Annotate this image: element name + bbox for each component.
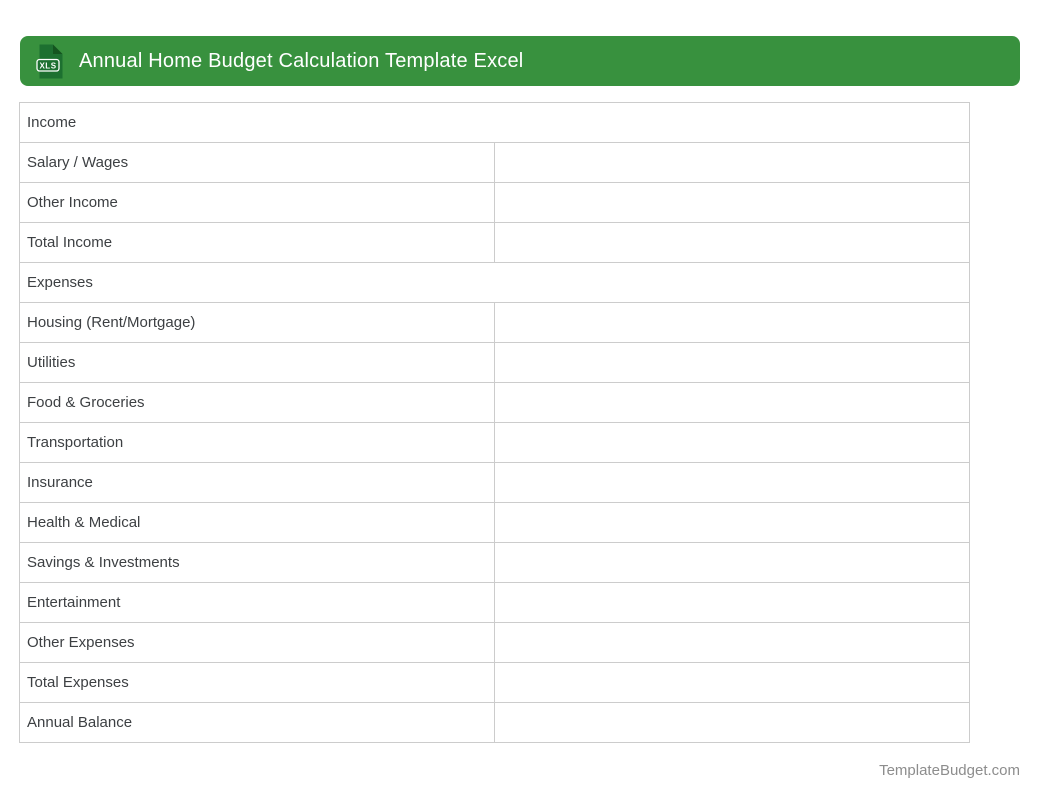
row-value-cell xyxy=(494,542,970,583)
row-label-cell: Food & Groceries xyxy=(19,382,495,423)
table-row-other-income: Other Income xyxy=(19,182,970,223)
table-row-housing: Housing (Rent/Mortgage) xyxy=(19,302,970,343)
row-label-cell: Health & Medical xyxy=(19,502,495,543)
row-value-cell xyxy=(494,662,970,703)
table-row-total-income: Total Income xyxy=(19,222,970,263)
row-label-cell: Expenses xyxy=(19,262,970,303)
file-fold xyxy=(53,44,63,54)
row-value-cell xyxy=(494,342,970,383)
row-label-cell: Transportation xyxy=(19,422,495,463)
table-row-income: Income xyxy=(19,102,970,143)
row-value-cell xyxy=(494,502,970,543)
table-row-other-expenses: Other Expenses xyxy=(19,622,970,663)
row-value-cell xyxy=(494,582,970,623)
table-row-transportation: Transportation xyxy=(19,422,970,463)
table-row-health-medical: Health & Medical xyxy=(19,502,970,543)
row-label-cell: Savings & Investments xyxy=(19,542,495,583)
row-value-cell xyxy=(494,422,970,463)
row-label-cell: Housing (Rent/Mortgage) xyxy=(19,302,495,343)
table-row-annual-balance: Annual Balance xyxy=(19,702,970,743)
footer-site-link[interactable]: TemplateBudget.com xyxy=(879,762,1020,779)
xls-file-icon: XLS xyxy=(36,44,63,78)
file-badge-box xyxy=(36,58,60,72)
budget-table: Income Salary / Wages Other Income Total… xyxy=(19,102,970,743)
table-row-total-expenses: Total Expenses xyxy=(19,662,970,703)
row-label-cell: Other Income xyxy=(19,182,495,223)
row-value-cell xyxy=(494,382,970,423)
table-row-salary-wages: Salary / Wages xyxy=(19,142,970,183)
row-label-cell: Total Income xyxy=(19,222,495,263)
row-value-cell xyxy=(494,702,970,743)
page-title: Annual Home Budget Calculation Template … xyxy=(79,49,524,72)
table-row-insurance: Insurance xyxy=(19,462,970,503)
row-value-cell xyxy=(494,182,970,223)
row-value-cell xyxy=(494,302,970,343)
row-value-cell xyxy=(494,622,970,663)
table-row-savings-investments: Savings & Investments xyxy=(19,542,970,583)
row-label-cell: Other Expenses xyxy=(19,622,495,663)
row-value-cell xyxy=(494,462,970,503)
table-row-entertainment: Entertainment xyxy=(19,582,970,623)
row-value-cell xyxy=(494,142,970,183)
table-row-food-groceries: Food & Groceries xyxy=(19,382,970,423)
table-row-utilities: Utilities xyxy=(19,342,970,383)
row-label-cell: Entertainment xyxy=(19,582,495,623)
row-label-cell: Total Expenses xyxy=(19,662,495,703)
row-label-cell: Salary / Wages xyxy=(19,142,495,183)
row-value-cell xyxy=(494,222,970,263)
row-label-cell: Annual Balance xyxy=(19,702,495,743)
row-label-cell: Utilities xyxy=(19,342,495,383)
row-label-cell: Insurance xyxy=(19,462,495,503)
file-badge-text: XLS xyxy=(39,61,56,70)
table-row-expenses: Expenses xyxy=(19,262,970,303)
row-label-cell: Income xyxy=(19,102,970,143)
header-bar: XLS Annual Home Budget Calculation Templ… xyxy=(20,36,1020,86)
